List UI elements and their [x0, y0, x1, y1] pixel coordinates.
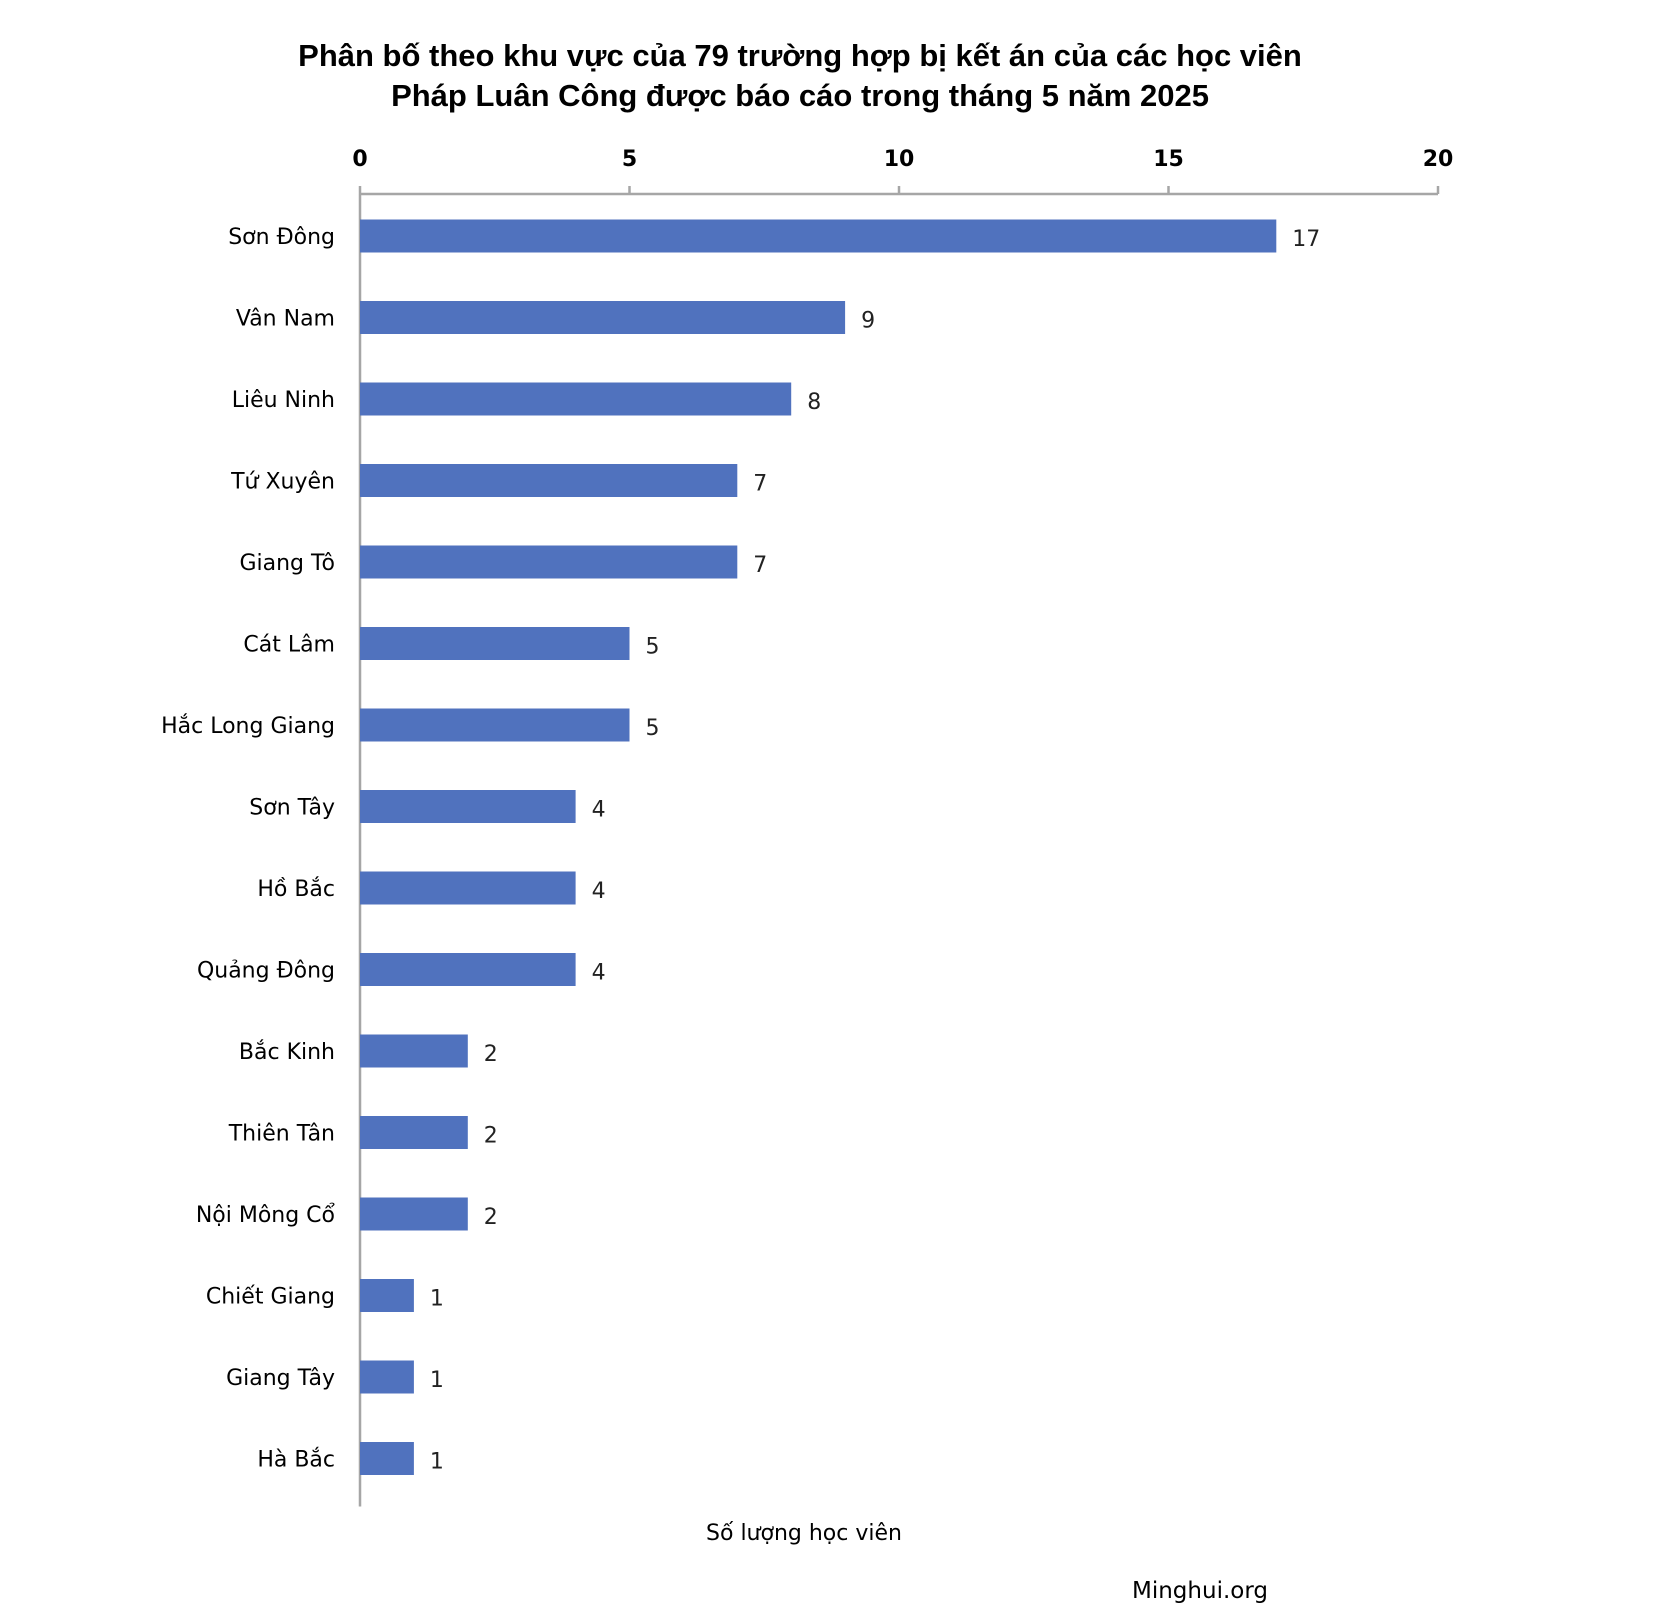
- x-tick-label: 5: [622, 147, 637, 172]
- data-label: 5: [646, 635, 660, 660]
- chart-title-line-1: Phân bố theo khu vực của 79 trường hợp b…: [298, 38, 1302, 73]
- x-tick-label: 15: [1153, 147, 1184, 172]
- category-label: Vân Nam: [236, 307, 335, 332]
- data-label: 4: [592, 961, 606, 986]
- bar: [360, 790, 576, 823]
- bar: [360, 627, 630, 660]
- category-label: Quảng Đông: [197, 959, 335, 984]
- data-label: 7: [753, 553, 767, 578]
- category-label: Cát Lâm: [243, 633, 335, 658]
- category-label: Chiết Giang: [206, 1285, 335, 1310]
- bar: [360, 1034, 468, 1068]
- data-label: 2: [484, 1042, 498, 1067]
- x-tick-label: 20: [1423, 147, 1454, 172]
- category-label: Hà Bắc: [257, 1448, 335, 1473]
- data-label: 1: [430, 1287, 444, 1312]
- bar: [360, 1116, 468, 1149]
- category-label: Tứ Xuyên: [230, 470, 335, 495]
- category-label: Giang Tây: [226, 1366, 335, 1391]
- data-label: 1: [430, 1368, 444, 1393]
- bars: [360, 219, 1277, 1475]
- x-axis-title: Số lượng học viên: [706, 1521, 902, 1546]
- bar: [360, 545, 738, 579]
- data-label: 9: [861, 309, 875, 334]
- category-label: Hắc Long Giang: [161, 714, 335, 739]
- data-label: 4: [592, 879, 606, 904]
- bar: [360, 708, 630, 742]
- bar: [360, 871, 576, 905]
- data-label: 8: [807, 390, 821, 415]
- bar: [360, 1442, 414, 1475]
- bar: [360, 1360, 414, 1394]
- category-label: Sơn Tây: [249, 796, 335, 821]
- data-label: 2: [484, 1124, 498, 1149]
- data-label: 7: [753, 472, 767, 497]
- category-label: Sơn Đông: [228, 225, 335, 250]
- category-label: Liêu Ninh: [232, 388, 335, 413]
- category-label: Thiên Tân: [228, 1122, 335, 1147]
- bar: [360, 301, 846, 334]
- data-label: 5: [646, 716, 660, 741]
- bar: [360, 1197, 468, 1231]
- bar: [360, 953, 576, 986]
- category-label: Nội Mông Cổ: [196, 1203, 336, 1228]
- x-tick-label: 0: [352, 147, 367, 172]
- data-label: 17: [1292, 227, 1320, 252]
- category-label: Bắc Kinh: [239, 1040, 335, 1065]
- bar: [360, 464, 738, 497]
- source-credit: Minghui.org: [1132, 1578, 1268, 1604]
- chart-title-line-2: Pháp Luân Công được báo cáo trong tháng …: [391, 78, 1209, 113]
- bar: [360, 219, 1277, 253]
- data-label: 1: [430, 1450, 444, 1475]
- x-tick-label: 10: [884, 147, 915, 172]
- data-label: 2: [484, 1205, 498, 1230]
- bar: [360, 1279, 414, 1312]
- axes: 0 5 10 15 20: [352, 147, 1453, 1507]
- category-label: Hồ Bắc: [257, 877, 335, 902]
- data-label: 4: [592, 798, 606, 823]
- bar: [360, 382, 792, 416]
- category-label: Giang Tô: [239, 551, 335, 576]
